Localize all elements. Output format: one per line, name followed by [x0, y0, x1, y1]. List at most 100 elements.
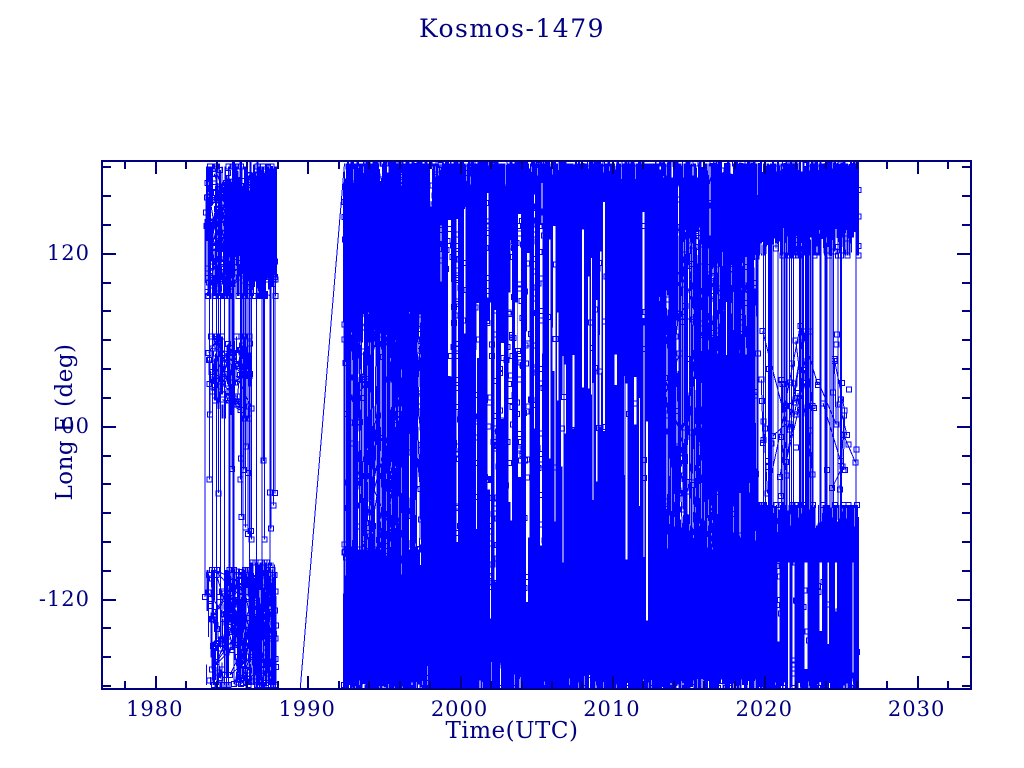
plot-frame: [101, 160, 972, 690]
x-tick-top-1998: [429, 162, 431, 169]
y-tick-120: [103, 253, 116, 255]
x-tick-2016: [703, 681, 705, 688]
y-tick--120: [103, 599, 116, 601]
y-tick--160: [103, 656, 111, 658]
y-tick-160: [103, 195, 111, 197]
x-tick-top-2006: [551, 162, 553, 169]
data-series-kosmos-1479: [202, 162, 862, 688]
chart-title: Kosmos-1479: [418, 14, 606, 43]
x-tick-top-2018: [734, 162, 736, 169]
x-tick-2012: [642, 681, 644, 688]
y-tick-right--140: [962, 627, 970, 629]
y-tick-right-160: [962, 195, 970, 197]
x-tick-label-1990: 1990: [278, 697, 336, 721]
y-tick-180: [103, 166, 111, 168]
x-axis-title: Time(UTC): [445, 718, 579, 744]
x-tick-2008: [581, 681, 583, 688]
x-tick-top-2016: [703, 162, 705, 169]
y-tick-100: [103, 282, 111, 284]
y-tick-60: [103, 339, 111, 341]
y-tick-right-40: [962, 368, 970, 370]
x-tick-top-2002: [490, 162, 492, 169]
x-tick-top-1990: [307, 162, 309, 174]
y-axis-title-wrap: Long E (deg): [0, 160, 78, 690]
y-tick-right--120: [957, 599, 970, 601]
x-tick-2020: [764, 676, 766, 688]
x-tick-top-2020: [764, 162, 766, 174]
x-tick-1990: [307, 676, 309, 688]
y-tick-label-neg120: -120: [38, 586, 90, 611]
x-tick-top-2026: [856, 162, 858, 169]
x-tick-top-2000: [460, 162, 462, 174]
x-tick-top-2024: [825, 162, 827, 169]
y-tick--140: [103, 627, 111, 629]
y-tick--100: [103, 570, 111, 572]
x-tick-2004: [521, 681, 523, 688]
y-tick--40: [103, 483, 111, 485]
y-tick-right-60: [962, 339, 970, 341]
x-tick-label-2000: 2000: [430, 697, 489, 721]
x-tick-top-2012: [642, 162, 644, 169]
x-tick-1998: [429, 681, 431, 688]
y-tick-right-80: [962, 310, 970, 312]
x-tick-2026: [856, 681, 858, 688]
x-tick-label-2020: 2020: [735, 697, 794, 721]
x-tick-top-1982: [185, 162, 187, 169]
y-tick--180: [103, 685, 111, 687]
x-tick-top-1986: [246, 162, 248, 169]
y-tick-right--100: [962, 570, 970, 572]
x-tick-2022: [795, 681, 797, 688]
y-tick-right-140: [962, 224, 970, 226]
x-tick-top-2010: [612, 162, 614, 174]
y-tick-right-0: [957, 426, 970, 428]
x-tick-top-1988: [277, 162, 279, 169]
x-tick-top-1992: [338, 162, 340, 169]
x-tick-top-2028: [886, 162, 888, 169]
x-tick-2018: [734, 681, 736, 688]
x-tick-2002: [490, 681, 492, 688]
y-tick-140: [103, 224, 111, 226]
x-tick-top-2022: [795, 162, 797, 169]
y-tick-label-120: 120: [46, 240, 90, 265]
y-tick-right-120: [957, 253, 970, 255]
y-tick-right-100: [962, 282, 970, 284]
x-tick-2010: [612, 676, 614, 688]
x-tick-top-1984: [216, 162, 218, 169]
y-tick--60: [103, 512, 111, 514]
x-tick-label-2010: 2010: [583, 697, 641, 721]
x-tick-top-2008: [581, 162, 583, 169]
y-tick-0: [103, 426, 116, 428]
x-tick-2024: [825, 681, 827, 688]
x-tick-1988: [277, 681, 279, 688]
x-tick-label-1980: 1980: [126, 697, 184, 721]
x-tick-1986: [246, 681, 248, 688]
y-tick-80: [103, 310, 111, 312]
x-tick-1982: [185, 681, 187, 688]
x-tick-top-2004: [521, 162, 523, 169]
x-tick-top-1978: [124, 162, 126, 169]
y-tick-right--60: [962, 512, 970, 514]
x-tick-top-2032: [947, 162, 949, 169]
plot-area: [103, 162, 970, 688]
y-tick-label-00: 00: [61, 413, 90, 438]
x-tick-top-2030: [917, 162, 919, 174]
x-tick-top-1994: [368, 162, 370, 169]
x-tick-top-1996: [399, 162, 401, 169]
x-tick-1994: [368, 681, 370, 688]
y-tick-40: [103, 368, 111, 370]
x-tick-top-2014: [673, 162, 675, 169]
x-tick-2014: [673, 681, 675, 688]
x-tick-top-1980: [155, 162, 157, 174]
y-axis-title: Long E (deg): [52, 343, 78, 501]
y-tick-right--160: [962, 656, 970, 658]
y-tick--20: [103, 455, 111, 457]
x-tick-1980: [155, 676, 157, 688]
y-tick-20: [103, 397, 111, 399]
x-tick-2032: [947, 681, 949, 688]
x-tick-2030: [917, 676, 919, 688]
x-tick-2000: [460, 676, 462, 688]
y-tick-right-180: [962, 166, 970, 168]
x-tick-2006: [551, 681, 553, 688]
x-tick-1984: [216, 681, 218, 688]
